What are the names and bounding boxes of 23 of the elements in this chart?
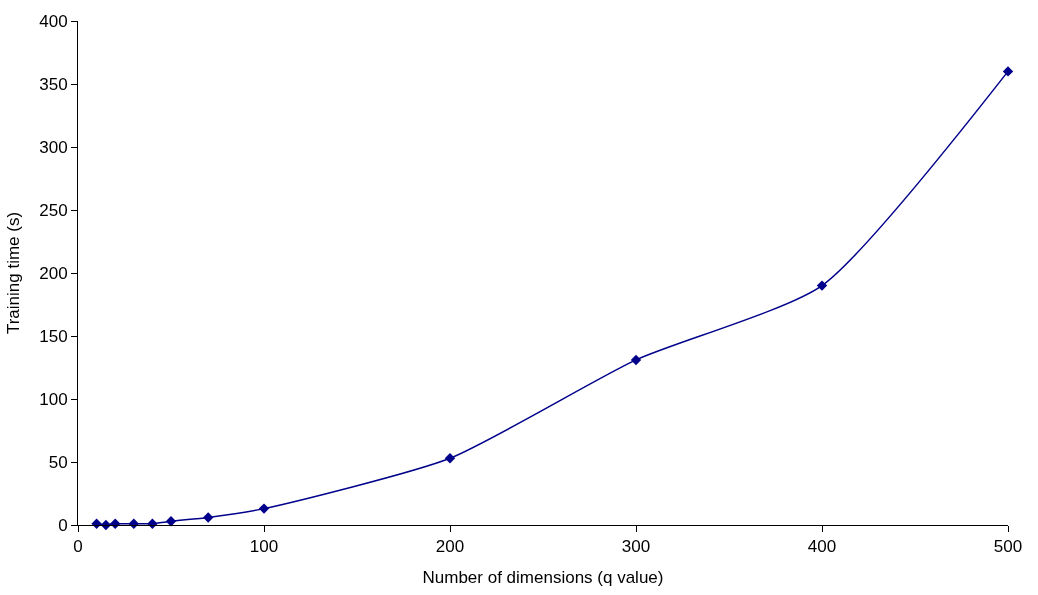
point [258,503,270,514]
x-tick-label: 500 [993,537,1023,557]
y-tick-label: 350 [39,74,68,94]
y-tick-label: 200 [39,263,68,283]
y-tick-label: 50 [48,452,68,472]
point [630,354,642,366]
x-axis-title: Number of dimensions (q value) [422,567,664,587]
point [444,453,456,464]
y-tick-label: 150 [39,326,68,346]
x-tick-label: 200 [435,537,465,557]
y-axis-title: Training time (s) [3,211,23,335]
point [816,280,828,291]
y-tick-label: 300 [39,137,68,157]
point [203,512,214,523]
x-tick-label: 300 [621,537,651,557]
x-tick-label: 100 [249,537,279,557]
y-tick-label: 400 [39,11,68,31]
y-tick-label: 100 [39,389,68,409]
y-tick-label: 250 [39,200,68,220]
point [1002,66,1014,77]
y-tick-label: 0 [58,515,68,535]
x-tick-label: 0 [73,537,83,557]
x-tick-label: 400 [807,537,837,557]
